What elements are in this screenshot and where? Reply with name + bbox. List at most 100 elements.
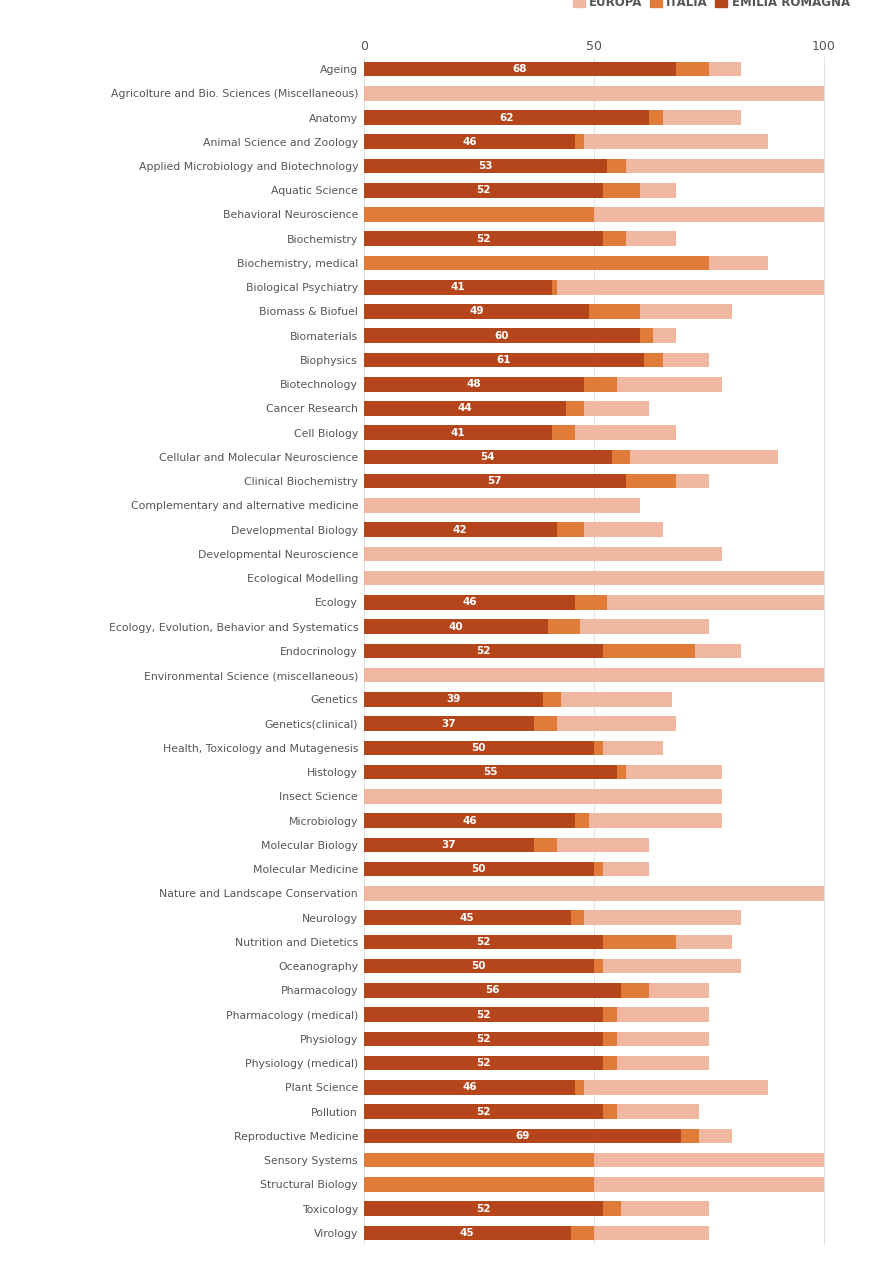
Bar (584, 377, 616, 392)
Bar (363, 571, 823, 585)
Bar (363, 547, 721, 561)
Text: 37: 37 (441, 841, 455, 849)
Bar (639, 305, 731, 319)
Bar (708, 255, 767, 270)
Bar (363, 959, 593, 973)
Text: 46: 46 (462, 137, 477, 147)
Bar (363, 595, 575, 609)
Bar (552, 279, 556, 295)
Bar (584, 1081, 767, 1095)
Text: 46: 46 (462, 598, 477, 608)
Bar (626, 159, 823, 173)
Bar (363, 329, 639, 343)
Text: 44: 44 (457, 403, 471, 413)
Bar (584, 134, 767, 149)
Text: 52: 52 (476, 646, 490, 656)
Text: 52: 52 (476, 1203, 490, 1213)
Bar (602, 1031, 616, 1047)
Text: 37: 37 (441, 719, 455, 729)
Text: 61: 61 (496, 355, 510, 365)
Bar (653, 329, 676, 343)
Bar (556, 522, 584, 537)
Bar (626, 231, 676, 246)
Bar (602, 231, 626, 246)
Bar (363, 401, 565, 416)
Bar (363, 474, 626, 488)
Text: 40: 40 (447, 622, 462, 632)
Bar (363, 134, 575, 149)
Text: 49: 49 (469, 306, 483, 316)
Bar (533, 717, 556, 731)
Text: 57: 57 (487, 477, 501, 487)
Bar (708, 62, 740, 76)
Bar (363, 693, 542, 707)
Bar (363, 789, 721, 804)
Bar (602, 741, 662, 755)
Bar (363, 522, 556, 537)
Bar (602, 1055, 616, 1071)
Bar (575, 814, 588, 828)
Text: 52: 52 (476, 1107, 490, 1116)
Bar (588, 305, 639, 319)
Bar (561, 693, 671, 707)
Bar (662, 110, 740, 125)
Text: 50: 50 (470, 961, 486, 971)
Text: 53: 53 (478, 161, 493, 171)
Text: 52: 52 (476, 937, 490, 947)
Text: 52: 52 (476, 234, 490, 244)
Bar (611, 450, 630, 464)
Bar (363, 910, 570, 925)
Bar (363, 353, 643, 368)
Bar (584, 522, 662, 537)
Text: 56: 56 (485, 986, 499, 996)
Bar (648, 110, 662, 125)
Bar (620, 983, 648, 997)
Bar (565, 401, 584, 416)
Bar (363, 426, 552, 440)
Bar (363, 983, 620, 997)
Bar (363, 934, 602, 949)
Bar (363, 1177, 593, 1192)
Bar (593, 1177, 823, 1192)
Bar (630, 450, 777, 464)
Bar (363, 1031, 602, 1047)
Bar (593, 207, 823, 221)
Bar (602, 959, 740, 973)
Bar (363, 1153, 593, 1168)
Bar (363, 862, 593, 876)
Text: 68: 68 (512, 64, 526, 75)
Text: 50: 50 (470, 865, 486, 875)
Text: 52: 52 (476, 1058, 490, 1068)
Bar (607, 159, 626, 173)
Bar (575, 134, 584, 149)
Bar (584, 910, 740, 925)
Bar (363, 305, 588, 319)
Bar (676, 474, 708, 488)
Bar (363, 1007, 602, 1023)
Bar (602, 1105, 616, 1119)
Bar (552, 426, 575, 440)
Bar (616, 1055, 708, 1071)
Bar (626, 474, 676, 488)
Bar (676, 62, 708, 76)
Bar (363, 619, 547, 635)
Text: 50: 50 (470, 743, 486, 753)
Text: 46: 46 (462, 1082, 477, 1092)
Text: 62: 62 (499, 112, 513, 123)
Text: 52: 52 (476, 186, 490, 195)
Bar (363, 1055, 602, 1071)
Bar (694, 643, 740, 659)
Bar (602, 1007, 616, 1023)
Bar (639, 329, 653, 343)
Bar (602, 183, 639, 197)
Bar (588, 814, 721, 828)
Bar (639, 183, 676, 197)
Text: 45: 45 (459, 1227, 474, 1237)
Bar (363, 159, 607, 173)
Bar (626, 765, 721, 780)
Bar (363, 741, 593, 755)
Bar (363, 667, 823, 683)
Bar (584, 401, 648, 416)
Bar (363, 183, 602, 197)
Text: 39: 39 (446, 694, 460, 704)
